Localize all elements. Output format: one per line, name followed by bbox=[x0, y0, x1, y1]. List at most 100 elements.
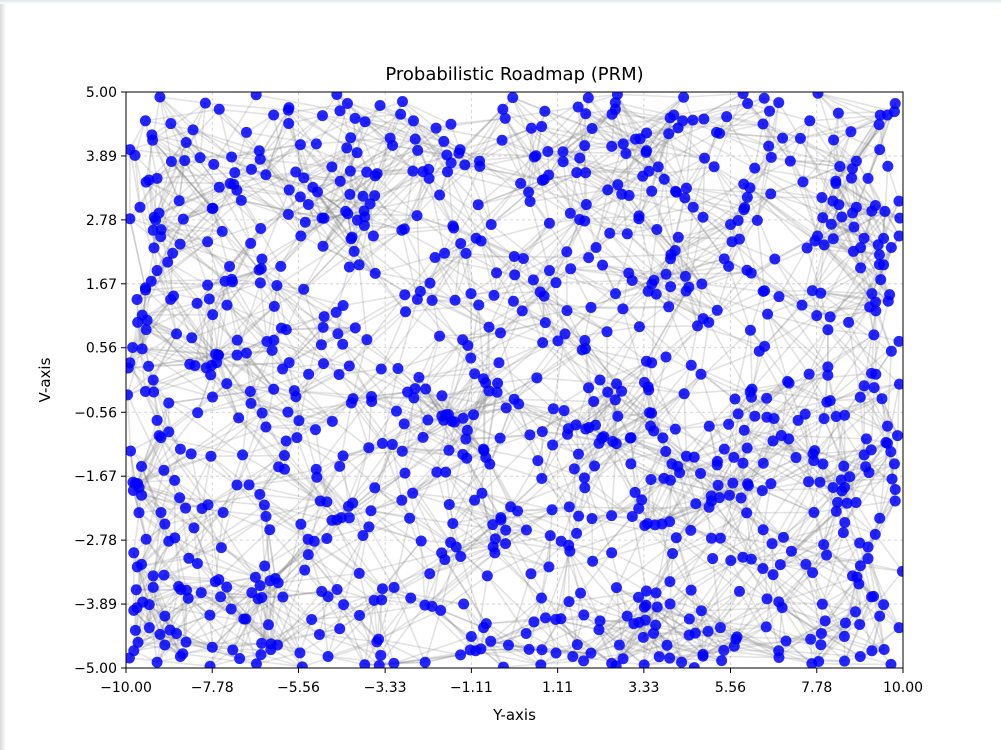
roadmap-edge bbox=[656, 293, 718, 312]
roadmap-edge bbox=[460, 524, 494, 558]
roadmap-edge bbox=[379, 597, 412, 656]
roadmap-node bbox=[238, 613, 250, 625]
roadmap-node bbox=[492, 377, 504, 389]
roadmap-edge bbox=[813, 401, 828, 451]
roadmap-node bbox=[579, 335, 591, 347]
roadmap-node bbox=[637, 631, 649, 643]
roadmap-node bbox=[130, 584, 142, 596]
roadmap-node bbox=[426, 294, 438, 306]
roadmap-edge bbox=[771, 156, 852, 179]
roadmap-edge bbox=[669, 603, 737, 640]
roadmap-node bbox=[306, 613, 318, 625]
roadmap-node bbox=[646, 185, 658, 197]
roadmap-edge bbox=[160, 163, 215, 238]
roadmap-node bbox=[494, 327, 506, 339]
roadmap-edge bbox=[465, 437, 501, 440]
roadmap-node bbox=[602, 184, 614, 196]
roadmap-edge bbox=[670, 285, 718, 312]
roadmap-node bbox=[318, 358, 330, 370]
roadmap-edge bbox=[159, 96, 194, 131]
roadmap-edge bbox=[234, 132, 248, 173]
roadmap-node bbox=[580, 199, 592, 211]
roadmap-node bbox=[653, 651, 665, 663]
roadmap-node bbox=[811, 310, 823, 322]
roadmap-edge bbox=[336, 472, 406, 521]
roadmap-node bbox=[233, 412, 245, 424]
roadmap-edge bbox=[220, 546, 271, 582]
roadmap-node bbox=[594, 615, 606, 627]
roadmap-edge bbox=[308, 338, 368, 375]
roadmap-edge bbox=[737, 413, 765, 464]
roadmap-node bbox=[334, 105, 346, 117]
roadmap-edge bbox=[221, 230, 275, 307]
roadmap-edge bbox=[193, 527, 217, 582]
roadmap-node bbox=[865, 444, 877, 456]
roadmap-edge bbox=[617, 360, 648, 417]
roadmap-edge bbox=[871, 247, 893, 294]
roadmap-edge bbox=[835, 180, 873, 212]
roadmap-edge bbox=[294, 389, 354, 400]
roadmap-edge bbox=[380, 299, 433, 370]
roadmap-node bbox=[550, 277, 562, 289]
roadmap-edge bbox=[501, 139, 564, 163]
roadmap-edge bbox=[302, 288, 323, 346]
roadmap-edge bbox=[778, 620, 826, 659]
roadmap-edge bbox=[685, 166, 715, 189]
roadmap-edge bbox=[196, 265, 231, 304]
roadmap-edge bbox=[159, 633, 240, 660]
roadmap-node bbox=[187, 124, 199, 136]
roadmap-edge bbox=[602, 264, 670, 308]
roadmap-edge bbox=[701, 283, 764, 293]
roadmap-edge bbox=[562, 161, 572, 214]
roadmap-node bbox=[509, 269, 521, 281]
roadmap-edge bbox=[765, 554, 828, 628]
roadmap-node bbox=[192, 407, 204, 419]
roadmap-edge bbox=[416, 298, 476, 375]
roadmap-node bbox=[711, 304, 723, 316]
roadmap-edge bbox=[702, 601, 780, 657]
roadmap-edge bbox=[513, 274, 544, 343]
roadmap-edge bbox=[750, 272, 831, 318]
roadmap-edge bbox=[844, 463, 896, 523]
roadmap-edge bbox=[341, 516, 422, 542]
roadmap-node bbox=[439, 247, 451, 259]
roadmap-edge bbox=[535, 155, 551, 224]
roadmap-edge bbox=[790, 160, 840, 168]
roadmap-node bbox=[205, 450, 217, 462]
roadmap-edge bbox=[719, 598, 768, 629]
roadmap-edge bbox=[778, 601, 823, 605]
roadmap-edge bbox=[347, 170, 424, 215]
roadmap-edge bbox=[626, 580, 671, 617]
roadmap-edge bbox=[151, 139, 180, 202]
roadmap-edge bbox=[527, 156, 536, 193]
roadmap-edge bbox=[486, 575, 527, 634]
roadmap-edge bbox=[640, 437, 664, 501]
roadmap-node bbox=[836, 211, 848, 223]
roadmap-edge bbox=[178, 160, 186, 201]
roadmap-edge bbox=[245, 131, 290, 191]
roadmap-edge bbox=[199, 103, 207, 158]
roadmap-node bbox=[546, 504, 558, 516]
roadmap-node bbox=[731, 631, 743, 643]
roadmap-edge bbox=[347, 213, 418, 217]
roadmap-edge bbox=[294, 389, 372, 398]
roadmap-edge bbox=[735, 568, 764, 640]
roadmap-edge bbox=[700, 558, 752, 612]
roadmap-edge bbox=[182, 652, 257, 665]
roadmap-edge bbox=[448, 454, 464, 505]
roadmap-edge bbox=[179, 207, 213, 245]
roadmap-node bbox=[202, 279, 214, 291]
roadmap-node bbox=[809, 235, 821, 247]
roadmap-edge bbox=[832, 139, 854, 214]
roadmap-edge bbox=[128, 363, 190, 369]
roadmap-node bbox=[638, 601, 650, 613]
roadmap-edge bbox=[686, 187, 771, 195]
roadmap-node bbox=[237, 449, 249, 461]
roadmap-node bbox=[392, 362, 404, 374]
roadmap-edge bbox=[871, 615, 881, 651]
roadmap-edge bbox=[575, 387, 590, 426]
roadmap-edge bbox=[585, 170, 649, 174]
roadmap-edge bbox=[773, 373, 810, 420]
roadmap-edge bbox=[145, 108, 220, 122]
roadmap-edge bbox=[679, 472, 730, 497]
